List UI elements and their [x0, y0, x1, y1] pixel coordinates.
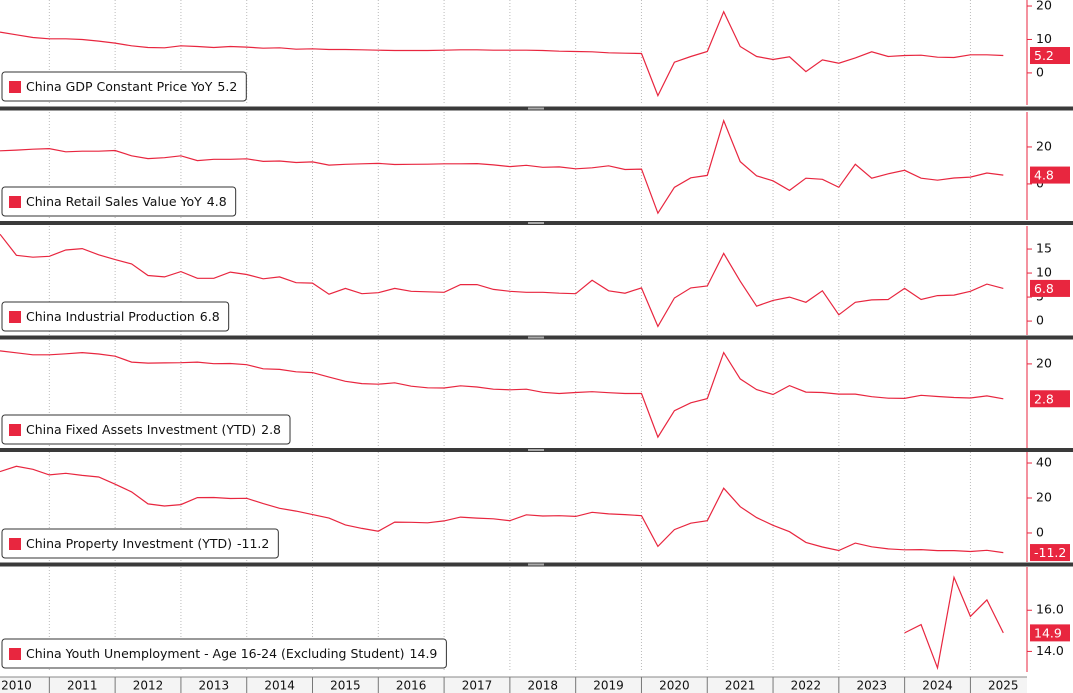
last-value-label: -11.2: [1034, 545, 1066, 560]
x-tick-label: 2010: [1, 679, 32, 693]
legend-label: China Fixed Assets Investment (YTD): [26, 422, 256, 437]
y-tick-label: 20: [1036, 138, 1052, 153]
y-tick-label: 15: [1036, 241, 1052, 256]
legend-swatch: [9, 424, 21, 436]
x-tick-label: 2025: [988, 679, 1019, 693]
x-tick-label: 2023: [856, 679, 887, 693]
legend-value: 2.8: [261, 422, 281, 437]
last-value-box: [1030, 390, 1070, 408]
legend-label: China Property Investment (YTD): [26, 536, 232, 551]
y-tick-label: 14.0: [1036, 643, 1064, 658]
y-tick-label: 10: [1036, 265, 1052, 280]
x-tick-label: 2019: [593, 679, 624, 693]
legend-swatch: [9, 81, 21, 93]
legend: China Property Investment (YTD) -11.2: [1, 528, 279, 559]
last-value-label: 2.8: [1034, 391, 1054, 406]
y-tick-label: 0: [1036, 64, 1044, 79]
separator-handle: [528, 563, 544, 566]
x-tick-label: 2013: [199, 679, 230, 693]
y-tick-label: 40: [1036, 455, 1052, 470]
legend: China Retail Sales Value YoY 4.8: [1, 186, 237, 217]
x-tick-label: 2015: [330, 679, 361, 693]
series-line: [0, 118, 1004, 215]
legend-value: 6.8: [200, 309, 220, 324]
legend-label: China Retail Sales Value YoY: [26, 194, 202, 209]
separator-handle: [528, 449, 544, 451]
legend-label: China Youth Unemployment - Age 16-24 (Ex…: [26, 646, 405, 661]
x-tick-label: 2022: [791, 679, 822, 693]
legend-swatch: [9, 196, 21, 208]
x-tick-label: 2024: [922, 679, 953, 693]
series-line: [0, 10, 1004, 98]
y-tick-label: 16.0: [1036, 602, 1064, 617]
x-axis-band: [0, 677, 1027, 693]
last-value-label: 14.9: [1034, 625, 1062, 640]
last-value-label: 4.8: [1034, 168, 1054, 183]
legend-swatch: [9, 648, 21, 660]
last-value-box: [1030, 279, 1070, 297]
x-tick-label: 2021: [725, 679, 756, 693]
legend-box: [1, 301, 230, 332]
legend-box: [1, 71, 247, 102]
last-value-label: 5.2: [1034, 48, 1054, 63]
legend: China GDP Constant Price YoY 5.2: [1, 71, 247, 102]
y-tick-label: 20: [1036, 355, 1052, 370]
x-tick-label: 2016: [396, 679, 427, 693]
legend-swatch: [9, 538, 21, 550]
x-tick-label: 2014: [264, 679, 295, 693]
x-tick-label: 2012: [133, 679, 164, 693]
last-value-box: [1030, 544, 1070, 562]
series-line: [0, 350, 1004, 439]
legend: China Youth Unemployment - Age 16-24 (Ex…: [1, 638, 447, 669]
y-tick-label: 20: [1036, 0, 1052, 13]
separator-handle: [528, 222, 544, 224]
legend-box: [1, 528, 279, 559]
legend-box: [1, 414, 291, 445]
last-value-label: 6.8: [1034, 281, 1054, 296]
y-tick-label: 0: [1036, 313, 1044, 328]
series-line: [0, 233, 1004, 328]
legend-label: China GDP Constant Price YoY: [26, 79, 213, 94]
legend-value: 5.2: [217, 79, 237, 94]
separator-handle: [528, 336, 544, 339]
last-value-box: [1030, 624, 1070, 642]
legend: China Industrial Production 6.8: [1, 301, 230, 332]
legend-box: [1, 638, 447, 669]
y-tick-label: 20: [1036, 489, 1052, 504]
series-line: [904, 575, 1004, 671]
legend-value: 14.9: [410, 646, 438, 661]
x-tick-label: 2017: [462, 679, 493, 693]
legend-swatch: [9, 311, 21, 323]
x-tick-label: 2020: [659, 679, 690, 693]
series-line: [0, 465, 1004, 554]
legend-value: 4.8: [207, 194, 227, 209]
separator-handle: [528, 107, 544, 110]
last-value-box: [1030, 47, 1070, 65]
legend: China Fixed Assets Investment (YTD) 2.8: [1, 414, 291, 445]
x-tick-label: 2011: [67, 679, 98, 693]
y-tick-label: 10: [1036, 31, 1052, 46]
legend-label: China Industrial Production: [26, 309, 195, 324]
legend-box: [1, 186, 237, 217]
legend-value: -11.2: [237, 536, 269, 551]
x-tick-label: 2018: [528, 679, 559, 693]
last-value-box: [1030, 166, 1070, 184]
y-tick-label: 0: [1036, 524, 1044, 539]
